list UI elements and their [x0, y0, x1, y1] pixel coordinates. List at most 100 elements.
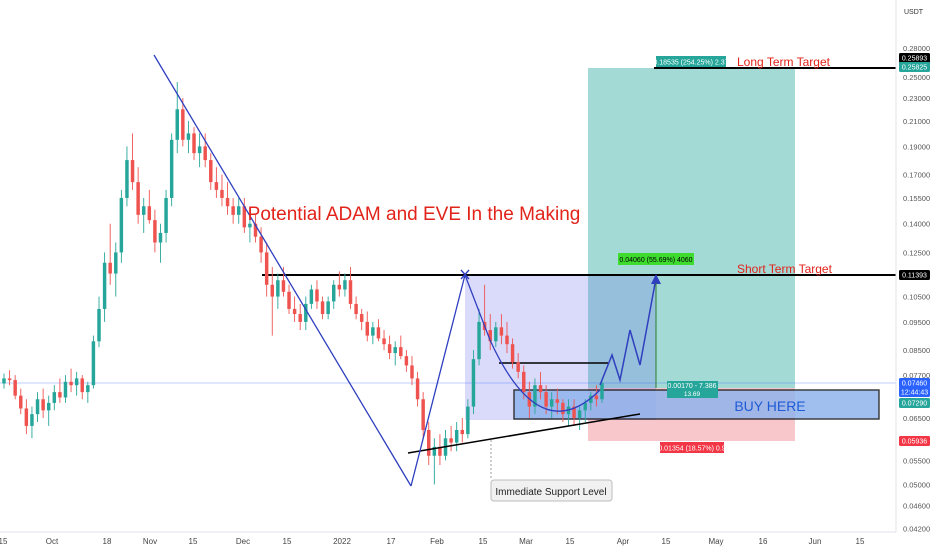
y-tick-label: 0.04600	[903, 502, 930, 511]
target-zone	[588, 68, 795, 388]
y-tick-label: 0.08500	[903, 346, 930, 355]
candle-body	[214, 182, 219, 190]
candle-body	[555, 399, 560, 403]
y-tick-label: 0.12500	[903, 248, 930, 257]
time-axis[interactable]	[0, 532, 932, 550]
price-badge-label: 0.25893	[902, 56, 927, 63]
candle-body	[365, 321, 370, 336]
candle-body	[315, 289, 319, 302]
candle-body	[86, 385, 90, 393]
candle-body	[46, 402, 51, 411]
short-target-badge	[618, 253, 694, 265]
candle-body	[393, 347, 397, 354]
candle-body	[186, 133, 191, 140]
candle-body	[91, 341, 96, 386]
price-badge	[899, 378, 930, 388]
x-tick-label: Oct	[46, 537, 59, 546]
candle-body	[309, 289, 314, 304]
x-tick-label: 15	[0, 537, 8, 546]
x-tick-label: May	[708, 537, 723, 546]
candle-body	[175, 109, 179, 140]
candle-body	[533, 385, 537, 407]
candle-body	[337, 284, 342, 290]
downtrend-line	[153, 54, 412, 487]
price-badge-label: 0.07290	[902, 401, 927, 408]
candle-body	[589, 395, 593, 403]
y-tick-label: 0.07700	[903, 371, 930, 380]
candle-body	[572, 406, 576, 419]
candle-body	[343, 280, 347, 290]
candle-body	[577, 410, 582, 419]
candle-body	[74, 378, 79, 386]
y-tick-label: 0.14000	[903, 220, 930, 229]
candle-body	[52, 392, 57, 403]
price-badge	[899, 387, 930, 397]
price-badge	[899, 62, 930, 72]
candle-body	[253, 223, 258, 237]
candle-body	[248, 223, 252, 228]
candle-body	[158, 232, 163, 243]
y-tick-label: 0.23000	[903, 94, 930, 103]
candle-body	[438, 446, 442, 456]
y-tick-label: 0.28000	[903, 44, 930, 53]
x-tick-label: 15	[479, 537, 488, 546]
short-target-text: 0.04060 (55.69%) 4060	[619, 257, 692, 264]
x-marker-icon	[460, 269, 470, 280]
candle-body	[119, 197, 124, 253]
target-info-badge	[656, 56, 726, 67]
chart-title: Potential ADAM and EVE In the Making	[248, 204, 581, 225]
candle-body	[359, 314, 364, 322]
price-badge-label: 0.07460	[902, 381, 927, 388]
candle-body	[454, 429, 459, 443]
candle-body	[561, 402, 565, 415]
short-term-target-label: Short Term Target	[737, 262, 833, 276]
candle-body	[421, 399, 425, 430]
price-badge	[899, 270, 930, 280]
x-tick-label: Apr	[617, 537, 630, 546]
candle-body	[488, 330, 492, 342]
y-ticks: 0.28000 0.25000 0.23000 0.21000 0.19000 0.170…	[903, 44, 930, 533]
price-badge-label: 0.25825	[902, 65, 927, 72]
candle-body	[147, 206, 152, 221]
x-tick-label: Feb	[430, 537, 444, 546]
candle-body	[382, 338, 386, 345]
candle-body	[460, 429, 465, 435]
x-tick-label: 15	[566, 537, 575, 546]
candle-body	[108, 262, 112, 274]
candle-body	[522, 371, 526, 393]
candle-body	[7, 378, 12, 381]
candle-body	[136, 182, 140, 215]
candle-body	[410, 365, 414, 379]
y-tick-label: 0.09500	[903, 318, 930, 327]
adam-eve-projection	[465, 275, 656, 420]
candle-body	[259, 236, 263, 253]
candle-body	[494, 327, 498, 342]
price-badge	[899, 53, 930, 63]
y-tick-label: 0.05000	[903, 480, 930, 489]
candle-body	[376, 327, 381, 339]
candle-body	[594, 395, 599, 400]
candle-body	[102, 262, 107, 309]
x-tick-label: 2022	[333, 537, 351, 546]
candle-body	[181, 109, 185, 140]
price-badges: 0.25893 0.25825 0.11393 0.07460 12:44:43 0.07…	[899, 53, 930, 446]
x-ticks: 15 Oct 18 Nov 15 Dec 15 2022 17 Feb 15 Mar 15 Apr 15 Ma…	[0, 537, 865, 546]
candle-body	[449, 438, 453, 443]
long-term-target-label: Long Term Target	[737, 55, 831, 69]
price-badge	[899, 436, 930, 446]
candle-body	[516, 362, 520, 372]
y-tick-label: 0.25000	[903, 73, 930, 82]
stop-info-text: 0.01354 (18.57%) 0.9	[658, 446, 725, 453]
candle-body	[114, 252, 118, 274]
candle-body	[63, 381, 68, 398]
y-tick-label: 0.06500	[903, 414, 930, 423]
y-tick-label: 0.21000	[903, 117, 930, 126]
candle-body	[505, 335, 509, 345]
candle-body	[600, 383, 604, 400]
buy-here-label: BUY HERE	[734, 398, 805, 414]
candle-body	[2, 378, 6, 384]
candle-body	[510, 344, 515, 363]
candle-body	[471, 359, 476, 407]
projection-arrow-icon	[651, 274, 661, 284]
candle-body	[141, 206, 146, 215]
